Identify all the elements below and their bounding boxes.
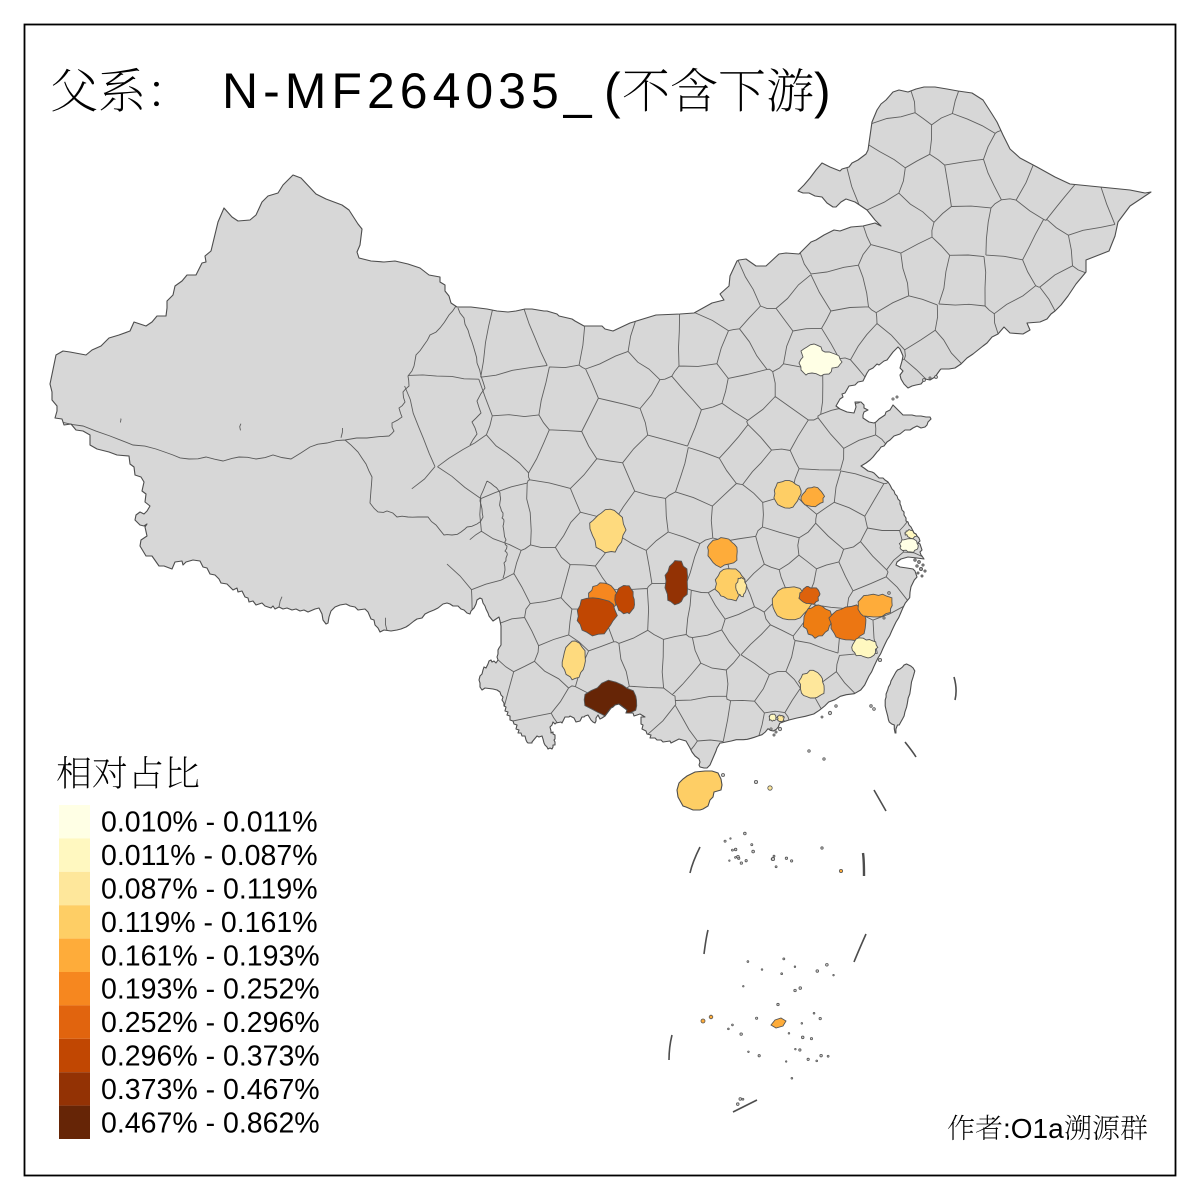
svg-text:0.296% - 0.373%: 0.296% - 0.373% <box>101 1041 320 1073</box>
svg-text::O1a: :O1a <box>1003 1113 1064 1144</box>
svg-text:(: ( <box>604 63 621 119</box>
svg-text:0.010% - 0.011%: 0.010% - 0.011% <box>101 807 318 839</box>
svg-text:0.161% - 0.193%: 0.161% - 0.193% <box>101 940 320 972</box>
svg-text:0.193% - 0.252%: 0.193% - 0.252% <box>101 974 320 1006</box>
svg-text:0.087% - 0.119%: 0.087% - 0.119% <box>101 874 318 906</box>
svg-text:0.467% - 0.862%: 0.467% - 0.862% <box>101 1107 320 1139</box>
svg-text:0.373% - 0.467%: 0.373% - 0.467% <box>101 1074 320 1106</box>
svg-text:0.119% - 0.161%: 0.119% - 0.161% <box>101 907 318 939</box>
svg-text:0.011% - 0.087%: 0.011% - 0.087% <box>101 840 318 872</box>
svg-text:0.252% - 0.296%: 0.252% - 0.296% <box>101 1007 320 1039</box>
svg-text:N-MF264035_: N-MF264035_ <box>222 63 597 119</box>
svg-text:): ) <box>814 63 831 119</box>
